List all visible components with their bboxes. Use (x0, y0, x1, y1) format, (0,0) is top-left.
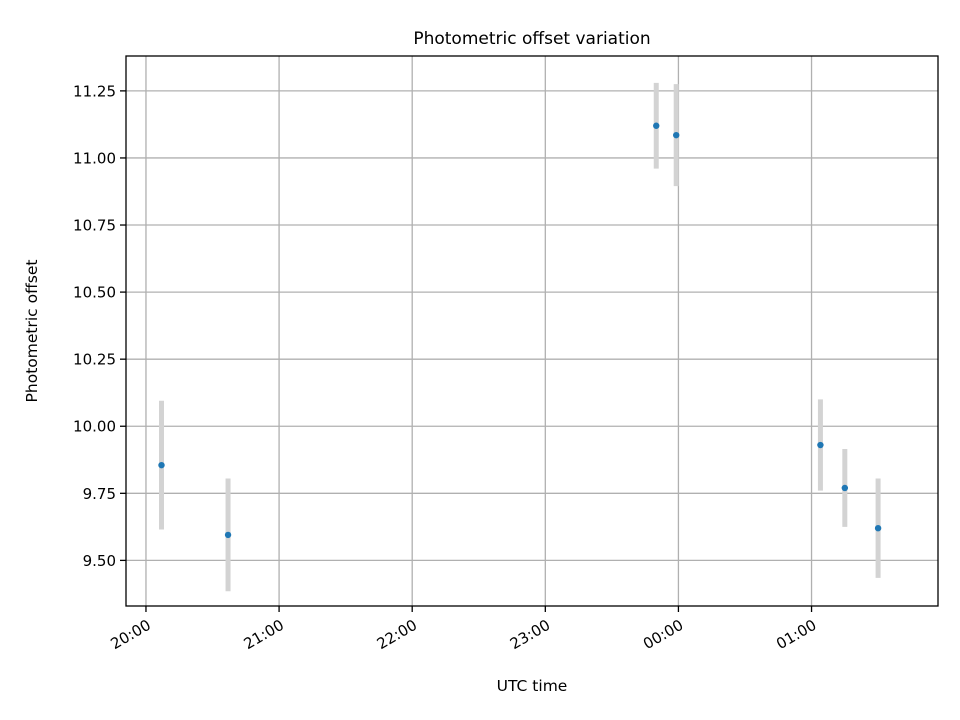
data-point (874, 524, 882, 532)
plot-frame (125, 55, 939, 607)
x-axis-label: UTC time (497, 677, 568, 695)
axis-ticks: 20:00 21:00 22:00 23:00 00:00 01:00 9.50 9.75 10… (73, 82, 819, 653)
y-tick-label: 11.00 (73, 149, 116, 167)
y-tick-label: 9.50 (83, 552, 116, 570)
x-tick-label: 00:00 (640, 616, 686, 653)
x-tick-label: 22:00 (374, 616, 420, 653)
x-tick-label: 01:00 (773, 616, 819, 653)
y-tick-label: 9.75 (83, 485, 116, 503)
y-tick-label: 10.50 (73, 284, 116, 302)
chart-title: Photometric offset variation (413, 29, 650, 49)
y-axis-label: Photometric offset (23, 260, 41, 403)
data-points (158, 122, 882, 539)
data-point (841, 484, 849, 492)
data-point (673, 131, 680, 139)
data-point (653, 122, 660, 129)
y-tick-label: 11.25 (73, 82, 116, 100)
grid-lines (126, 56, 938, 606)
y-tick-label: 10.25 (73, 351, 116, 369)
data-point (158, 461, 165, 469)
y-tick-label: 10.00 (73, 418, 116, 436)
x-tick-label: 21:00 (241, 616, 287, 653)
y-tick-label: 10.75 (73, 217, 116, 235)
x-tick-label: 20:00 (108, 616, 154, 653)
x-tick-label: 23:00 (507, 616, 553, 653)
data-point (224, 531, 232, 539)
data-point (817, 441, 824, 449)
error-bars (158, 82, 881, 592)
